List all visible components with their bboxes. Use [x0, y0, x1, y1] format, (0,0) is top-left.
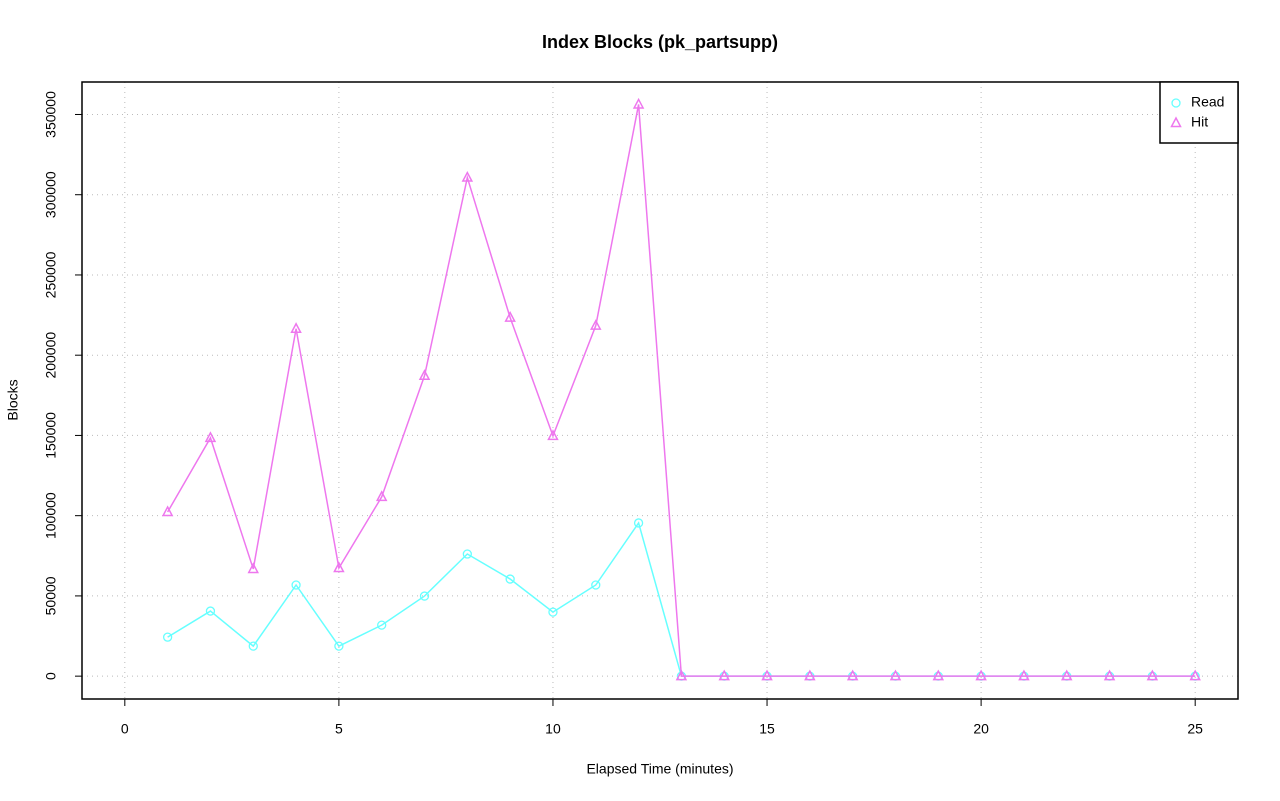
data-point: [932, 669, 945, 681]
data-point: [1189, 669, 1201, 681]
data-point: [547, 429, 559, 441]
y-tick-label: 250000: [43, 251, 59, 298]
data-point: [1146, 669, 1159, 681]
data-point: [248, 641, 258, 651]
data-point: [505, 574, 515, 584]
data-point: [290, 322, 302, 333]
y-tick-label: 300000: [43, 171, 59, 218]
data-point: [461, 170, 474, 182]
data-point: [804, 669, 816, 681]
x-axis-label: Elapsed Time (minutes): [586, 761, 733, 777]
data-point: [975, 669, 987, 681]
legend-box: [1159, 81, 1239, 144]
data-point: [548, 607, 558, 617]
series-line: [166, 104, 1196, 677]
data-point: [162, 632, 173, 642]
y-tick-label: 150000: [43, 412, 59, 459]
data-point: [291, 580, 301, 590]
chart-title: Index Blocks (pk_partsupp): [542, 32, 778, 52]
series-line: [167, 521, 1196, 677]
x-tick-label: 25: [1187, 721, 1203, 737]
x-tick-label: 15: [759, 721, 775, 737]
data-point: [591, 580, 601, 590]
legend-label: Read: [1191, 94, 1224, 110]
data-point: [161, 505, 174, 517]
y-axis-label: Blocks: [5, 379, 21, 420]
data-point: [590, 319, 602, 330]
data-point: [504, 311, 516, 322]
data-point: [718, 669, 730, 681]
x-tick-label: 0: [121, 721, 129, 737]
y-tick-label: 100000: [43, 492, 59, 539]
data-point: [1018, 669, 1030, 681]
y-tick-label: 0: [43, 672, 59, 680]
data-point: [675, 669, 688, 681]
y-tick-label: 50000: [43, 576, 59, 615]
x-tick-label: 20: [973, 721, 989, 737]
data-point: [1103, 669, 1116, 681]
data-point: [205, 606, 216, 616]
data-point: [204, 431, 217, 443]
data-point: [1060, 669, 1073, 681]
plot-frame: [81, 81, 1239, 700]
data-point: [247, 562, 260, 574]
data-point: [377, 620, 387, 630]
data-point: [761, 669, 773, 681]
y-tick-label: 350000: [43, 91, 59, 138]
legend-marker: [1170, 116, 1182, 128]
data-point: [418, 369, 431, 380]
data-point: [889, 669, 902, 681]
data-point: [333, 561, 345, 573]
data-point: [632, 97, 645, 109]
data-point: [375, 490, 388, 502]
data-point: [419, 591, 430, 601]
data-point: [462, 549, 472, 559]
legend-label: Hit: [1191, 114, 1208, 130]
data-point: [633, 518, 644, 528]
x-tick-label: 10: [545, 721, 561, 737]
data-point: [846, 669, 859, 681]
legend-marker: [1171, 98, 1181, 108]
x-tick-label: 5: [335, 721, 343, 737]
data-point: [334, 641, 344, 651]
y-tick-label: 200000: [43, 332, 59, 379]
